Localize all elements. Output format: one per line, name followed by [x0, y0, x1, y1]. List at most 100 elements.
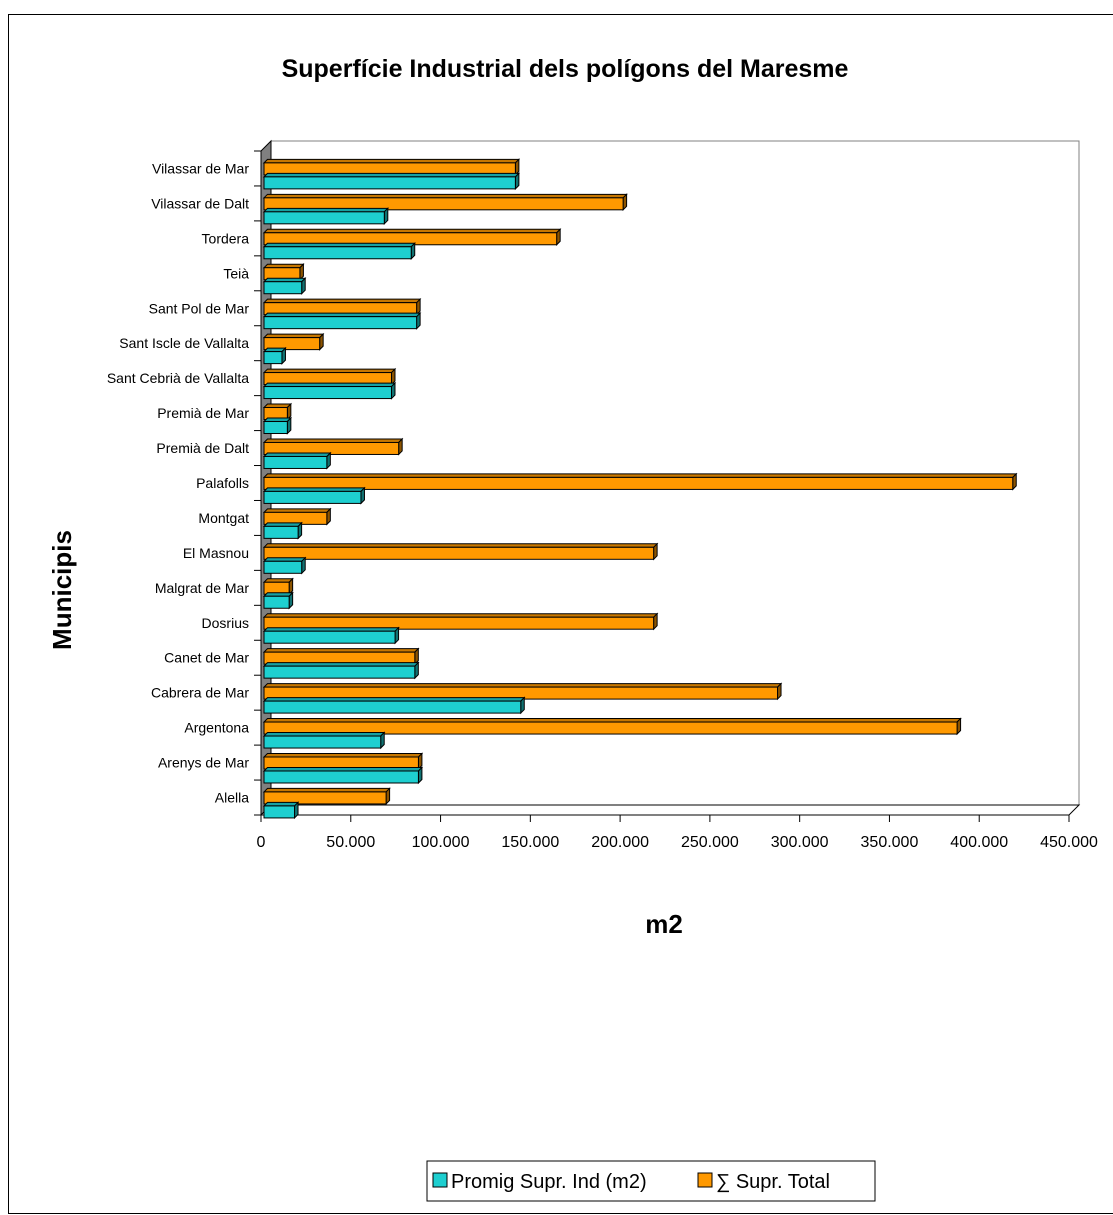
- bar-total: [263, 197, 624, 211]
- bar-total: [263, 337, 321, 351]
- bar-promig: [263, 246, 412, 260]
- bar-promig: [263, 805, 296, 819]
- category-label: Alella: [215, 790, 249, 806]
- chart-title: Superfície Industrial dels polígons del …: [282, 55, 849, 83]
- bar-total-top: [262, 578, 294, 583]
- bar-promig: [263, 351, 283, 365]
- bar-total-top: [262, 508, 332, 513]
- category-label: Cabrera de Mar: [151, 685, 249, 701]
- bar-total-top: [262, 298, 422, 304]
- x-tick-label: 450.000: [1040, 834, 1098, 851]
- bar-promig-top: [262, 801, 300, 807]
- bar-total-side: [390, 367, 396, 386]
- bar-promig-side: [390, 381, 396, 400]
- bar-total-top: [262, 613, 659, 618]
- bar-promig-side: [297, 521, 303, 540]
- category-label: Vilassar de Mar: [152, 160, 249, 176]
- bar-total-top: [262, 438, 404, 443]
- bar-total-top: [262, 718, 962, 723]
- category-label: Vilassar de Dalt: [151, 195, 249, 211]
- bar-promig-side: [326, 451, 331, 470]
- bar-promig-side: [286, 416, 292, 435]
- bar-total-side: [653, 612, 658, 631]
- bar-promig-side: [281, 346, 286, 365]
- bar-promig-top: [262, 557, 307, 562]
- legend-swatch-promig: [432, 1172, 448, 1188]
- bar-promig: [263, 386, 392, 400]
- category-label: Montgat: [198, 510, 249, 526]
- bar-promig-side: [360, 486, 365, 505]
- bar-total-top: [262, 263, 305, 269]
- bar-promig-top: [262, 766, 424, 772]
- category-label: Argentona: [184, 720, 249, 736]
- bar-total-side: [398, 437, 403, 456]
- category-label: Sant Iscle de Vallalta: [119, 335, 249, 351]
- legend: Promig Supr. Ind (m2) ∑ Supr. Total: [426, 1160, 876, 1202]
- bar-total-top: [262, 333, 325, 339]
- bar-promig-top: [262, 592, 294, 597]
- x-tick-label: 200.000: [591, 834, 649, 851]
- bar-promig-side: [294, 801, 299, 820]
- x-tick-label: 400.000: [950, 834, 1008, 851]
- category-label: Dosrius: [202, 615, 249, 631]
- category-label: Palafolls: [196, 475, 249, 491]
- bar-promig: [263, 665, 416, 679]
- bar-total-side: [286, 402, 292, 421]
- bar-promig: [263, 700, 522, 714]
- bar-total-side: [556, 228, 561, 246]
- plot-floor: [259, 804, 1081, 816]
- bar-total-top: [262, 403, 293, 409]
- bar-total-side: [414, 647, 419, 666]
- category-label: Sant Cebrià de Vallalta: [107, 370, 249, 386]
- bar-promig: [263, 316, 418, 330]
- bar-promig-top: [262, 312, 422, 318]
- bar-promig-side: [380, 731, 385, 750]
- category-label: Sant Pol de Mar: [149, 300, 250, 316]
- bar-promig: [263, 735, 382, 749]
- bar-promig-top: [262, 242, 416, 248]
- bar-total-side: [319, 332, 324, 351]
- bar-promig-top: [262, 277, 307, 283]
- bar-promig: [263, 595, 290, 609]
- x-tick-label: 150.000: [501, 834, 559, 851]
- x-tick-label: 0: [257, 834, 266, 851]
- bar-promig: [263, 560, 303, 574]
- bar-promig-side: [417, 766, 423, 785]
- bar-promig: [263, 455, 328, 469]
- bar-total-side: [288, 577, 294, 596]
- bar-total: [263, 616, 655, 630]
- bar-promig: [263, 211, 385, 225]
- chart-svg: Superfície Industrial dels polígons del …: [47, 55, 1098, 1202]
- bar-promig: [263, 490, 362, 504]
- category-label: Premià de Mar: [157, 405, 249, 421]
- bar-promig: [263, 176, 516, 190]
- chart-frame: Superfície Industrial dels polígons del …: [8, 14, 1113, 1214]
- category-label: Canet de Mar: [164, 650, 249, 666]
- bar-total: [263, 791, 387, 805]
- bar-promig-top: [262, 697, 526, 702]
- bar-total-top: [262, 752, 424, 758]
- bar-promig-top: [262, 487, 366, 492]
- bar-promig-top: [262, 662, 420, 667]
- plot-area: Alella Arenys de Mar Argentona Cabrera de M…: [107, 139, 1098, 851]
- bar-total-top: [262, 368, 397, 374]
- bar-total-top: [262, 193, 628, 199]
- category-label: Teià: [223, 265, 249, 281]
- x-tick-label: 100.000: [412, 834, 470, 851]
- bar-promig: [263, 421, 288, 435]
- bar-total: [263, 546, 655, 560]
- bar-promig: [263, 281, 303, 295]
- bar-promig-top: [262, 172, 521, 178]
- bar-promig: [263, 630, 396, 644]
- bar-promig-side: [410, 242, 416, 260]
- bar-promig-top: [262, 627, 400, 632]
- bar-total-side: [416, 297, 421, 316]
- bar-promig: [263, 770, 419, 784]
- bar-total-side: [385, 787, 391, 806]
- bar-total-side: [956, 717, 962, 736]
- bar-total: [263, 441, 400, 455]
- bar-promig-side: [514, 172, 520, 191]
- bar-total-top: [262, 787, 391, 793]
- bar-promig-top: [262, 207, 390, 213]
- bar-total-side: [326, 507, 331, 526]
